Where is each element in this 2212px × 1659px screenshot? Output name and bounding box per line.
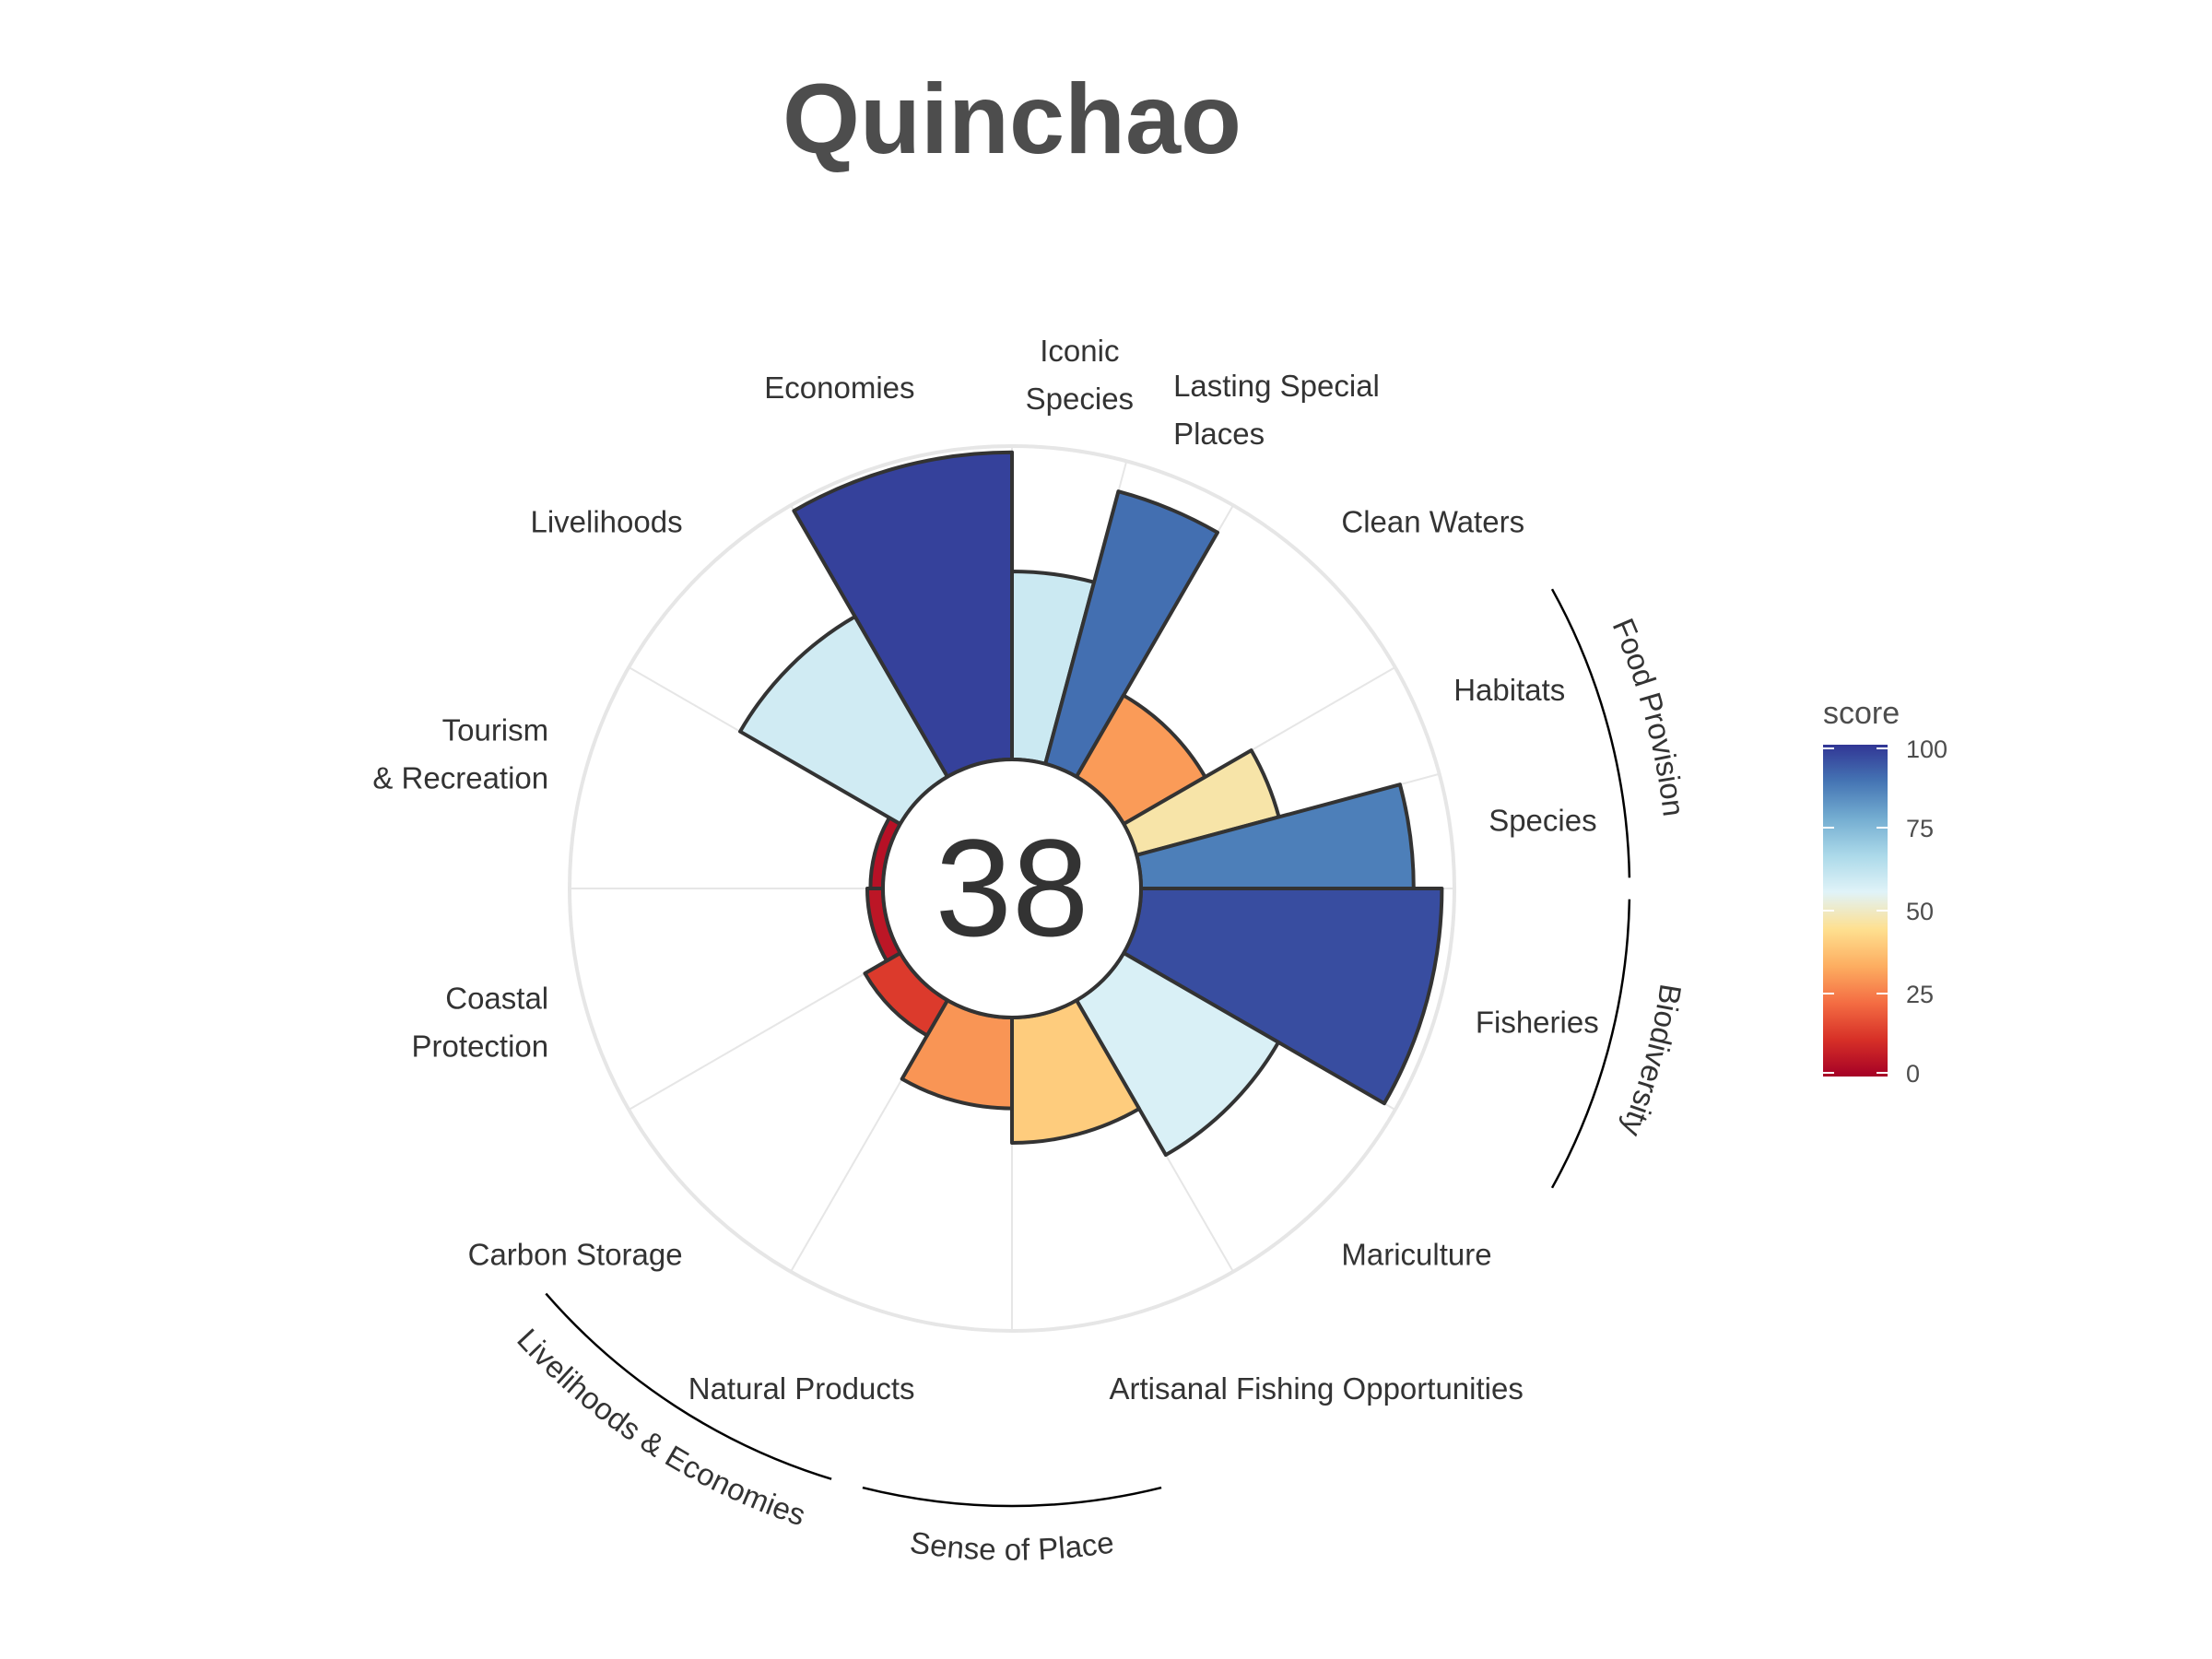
label-livelihoods: Livelihoods [530,505,682,539]
legend-tick-label: 75 [1906,815,1934,842]
grid-spoke [628,952,901,1111]
label-fisheries: Fisheries [1476,1005,1599,1039]
legend-tick-label: 50 [1906,898,1934,925]
label-artisanal-fishing-opportunities: Artisanal Fishing Opportunities [1109,1371,1523,1406]
group-label-biodiversity: Biodiversity [1615,982,1688,1141]
label-economies: Economies [764,371,914,405]
group-arc-biodiversity [1550,899,1631,1189]
label-iconic-species: Iconic Species [1026,334,1134,416]
label-lasting-special-places: Lasting Special Places [1173,369,1380,451]
legend-tick-label: 100 [1906,735,1947,763]
label-species: Species [1488,804,1596,838]
score-legend: score 100 75 50 25 0 [1823,696,1947,1088]
group-arc-sense-of-place [862,1486,1162,1508]
group-label-sense-of-place: Sense of Place [908,1524,1116,1566]
legend-tick-label: 25 [1906,981,1934,1008]
label-carbon-storage: Carbon Storage [468,1237,683,1271]
group-label-livelihoods-economies: Livelihoods & Economies [511,1322,809,1532]
label-clean-waters: Clean Waters [1341,505,1524,539]
label-habitats: Habitats [1453,673,1565,707]
label-tourism-recreation: Tourism & Recreation [372,713,548,795]
center-disc [881,758,1143,1019]
goal-labels: Fisheries Mariculture Artisanal Fishing Op… [372,334,1598,1406]
group-arc-livelihoods-economies [545,1292,832,1480]
group-arc-food-provision [1550,588,1631,878]
legend-tick-label: 0 [1906,1060,1920,1088]
center-score: 38 [935,810,1089,965]
label-coastal-protection: Coastal Protection [412,981,549,1063]
group-label-food-provision: Food Provision [1606,614,1691,818]
label-mariculture: Mariculture [1341,1237,1491,1271]
legend-title: score [1823,696,1900,731]
chart-title: Quinchao [782,63,1241,174]
label-natural-products: Natural Products [688,1371,915,1406]
